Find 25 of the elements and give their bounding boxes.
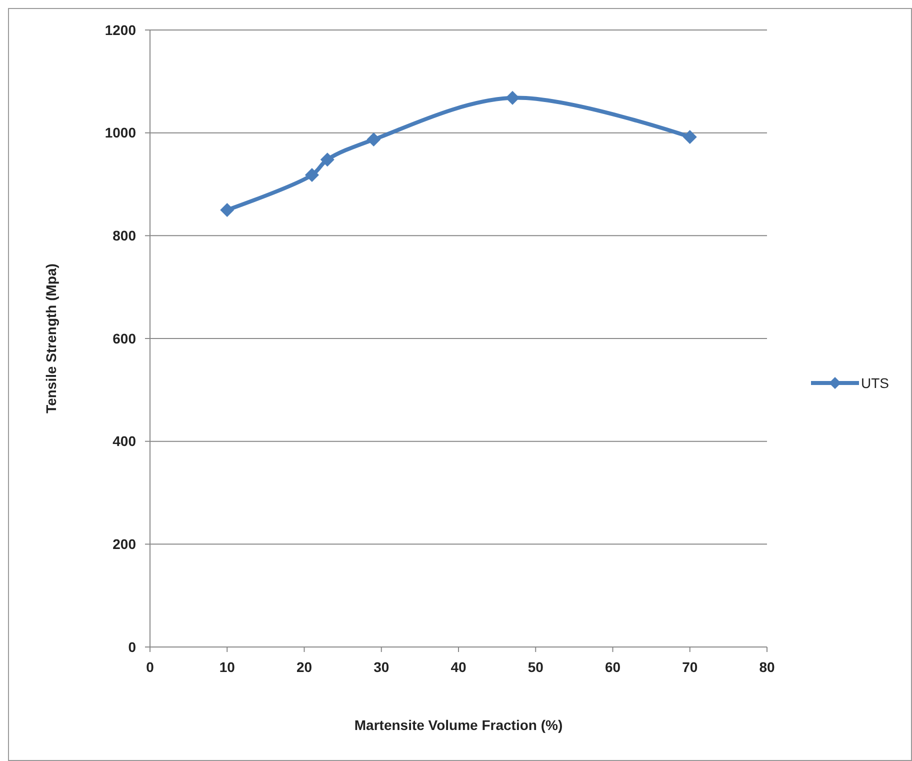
y-tick-label: 0	[128, 638, 136, 655]
x-axis-title: Martensite Volume Fraction (%)	[354, 717, 563, 733]
y-tick-label: 1000	[104, 124, 136, 141]
y-tick-label: 200	[112, 536, 136, 552]
y-tick-label: 400	[112, 433, 136, 450]
point	[682, 130, 697, 144]
point	[366, 132, 381, 147]
x-tick-label: 0	[146, 659, 154, 675]
point	[304, 168, 319, 182]
y-tick-label: 600	[112, 330, 136, 346]
point	[320, 152, 334, 167]
x-tick-label: 10	[219, 659, 236, 675]
x-tick-label: 80	[759, 659, 775, 675]
y-axis-title: Tensile Strength (Mpa)	[43, 264, 59, 414]
x-tick-label: 30	[374, 659, 390, 675]
x-tick-label: 70	[682, 659, 698, 675]
x-tick-label: 20	[296, 659, 312, 675]
x-tick-label: 50	[528, 659, 544, 675]
y-tick-label: 800	[112, 228, 136, 244]
point	[220, 202, 234, 217]
point	[505, 90, 520, 105]
x-tick-label: 60	[604, 659, 621, 675]
y-tick-label: 1200	[104, 22, 136, 38]
legend-label: UTS	[861, 374, 889, 391]
x-tick-label: 40	[450, 659, 466, 675]
